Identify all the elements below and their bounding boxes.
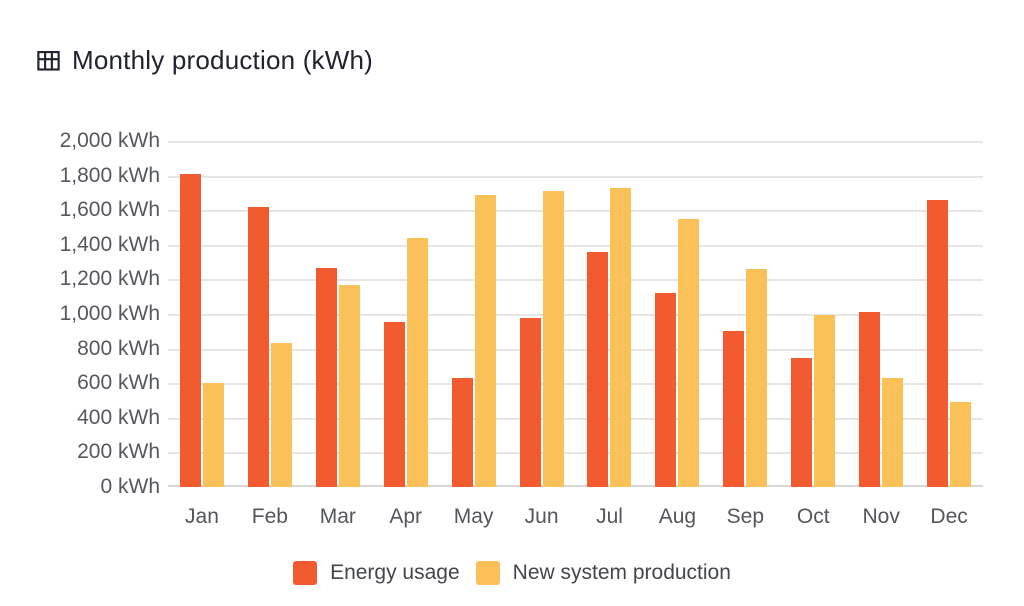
bar-group-feb	[236, 141, 304, 487]
y-axis-tick-label: 1,000 kWh	[59, 302, 160, 325]
bar-new-system-production-jul	[610, 188, 632, 487]
bar-group-sep	[711, 141, 779, 487]
bar-group-nov	[847, 141, 915, 487]
bar-new-system-production-aug	[678, 219, 700, 487]
gridline	[168, 349, 983, 351]
bar-group-mar	[304, 141, 372, 487]
legend-swatch-new-system-production	[475, 561, 500, 585]
x-axis-tick-label: Jan	[185, 505, 219, 528]
bar-energy-usage-oct	[791, 358, 813, 487]
bar-energy-usage-feb	[247, 207, 269, 487]
x-axis-tick-label: Dec	[930, 505, 968, 528]
bar-group-dec	[915, 141, 983, 487]
y-axis-tick-label: 400 kWh	[77, 406, 160, 429]
y-axis-tick-label: 1,600 kWh	[59, 198, 160, 221]
bar-new-system-production-dec	[950, 402, 972, 487]
bar-group-may	[440, 141, 508, 487]
y-axis-tick-label: 200 kWh	[77, 440, 160, 463]
bar-new-system-production-feb	[270, 343, 292, 487]
x-axis-tick-label: Jul	[596, 505, 623, 528]
gridline	[168, 418, 983, 420]
y-axis-tick-label: 2,000 kWh	[59, 129, 160, 152]
bar-new-system-production-jan	[202, 383, 224, 487]
x-axis-tick-label: Sep	[726, 505, 765, 528]
bar-energy-usage-dec	[927, 200, 949, 487]
bar-new-system-production-sep	[746, 269, 768, 487]
x-axis-tick-label: Jun	[524, 505, 559, 528]
bar-energy-usage-jul	[587, 252, 609, 487]
legend-swatch-energy-usage	[293, 561, 318, 585]
gridline	[168, 245, 983, 247]
bar-groups	[168, 141, 983, 487]
x-axis-tick-label: Nov	[862, 505, 900, 528]
y-axis-tick-label: 800 kWh	[77, 337, 160, 360]
y-axis-tick-label: 1,200 kWh	[59, 267, 160, 290]
x-axis-tick-label: Oct	[796, 505, 830, 528]
bar-energy-usage-mar	[315, 268, 337, 487]
gridline	[168, 383, 983, 385]
x-axis-labels: Jan Feb Mar Apr May Jun Jul Aug Sep Oct Nov Dec	[168, 503, 983, 531]
gridline	[168, 176, 983, 178]
gridline	[168, 141, 983, 143]
bar-group-jun	[508, 141, 576, 487]
bar-group-apr	[372, 141, 440, 487]
bar-energy-usage-sep	[723, 331, 745, 487]
bar-energy-usage-jun	[519, 318, 541, 487]
bar-group-jul	[576, 141, 644, 487]
x-axis-tick-label: Mar	[319, 505, 356, 528]
bar-energy-usage-apr	[383, 322, 405, 487]
table-icon	[35, 47, 62, 74]
bar-new-system-production-jun	[542, 191, 564, 487]
bar-new-system-production-nov	[882, 378, 904, 487]
x-axis-tick-label: Aug	[658, 505, 697, 528]
x-axis-tick-label: Feb	[251, 505, 288, 528]
bar-group-jan	[168, 141, 236, 487]
legend: Energy usage New system production	[0, 561, 1024, 585]
legend-label-energy-usage: Energy usage	[330, 561, 460, 584]
bar-new-system-production-may	[474, 195, 496, 487]
bar-group-oct	[779, 141, 847, 487]
bar-new-system-production-oct	[814, 315, 836, 487]
bar-new-system-production-mar	[338, 285, 360, 487]
gridline	[168, 314, 983, 316]
y-axis-tick-label: 600 kWh	[77, 371, 160, 394]
plot-area	[168, 141, 983, 487]
bar-energy-usage-may	[451, 378, 473, 487]
y-axis-labels: 2,000 kWh 1,800 kWh 1,600 kWh 1,400 kWh 1,20…	[0, 129, 160, 498]
gridline	[168, 279, 983, 281]
y-axis-tick-label: 1,800 kWh	[59, 164, 160, 187]
chart-header: Monthly production (kWh)	[35, 45, 373, 76]
legend-item-new-system-production: New system production	[475, 561, 731, 585]
chart-title: Monthly production (kWh)	[72, 45, 374, 75]
x-axis-tick-label: Apr	[389, 505, 423, 528]
y-axis-tick-label: 0 kWh	[100, 475, 160, 498]
y-axis-tick-label: 1,400 kWh	[59, 233, 160, 256]
bar-new-system-production-apr	[406, 238, 428, 487]
gridline	[168, 210, 983, 212]
bar-energy-usage-jan	[179, 174, 201, 487]
x-axis-tick-label: May	[453, 505, 494, 528]
bar-energy-usage-aug	[655, 293, 677, 487]
legend-label-new-system-production: New system production	[512, 561, 731, 584]
bar-group-aug	[643, 141, 711, 487]
gridline	[168, 452, 983, 454]
legend-item-energy-usage: Energy usage	[293, 561, 460, 585]
gridline	[168, 485, 983, 487]
bar-energy-usage-nov	[859, 312, 881, 487]
